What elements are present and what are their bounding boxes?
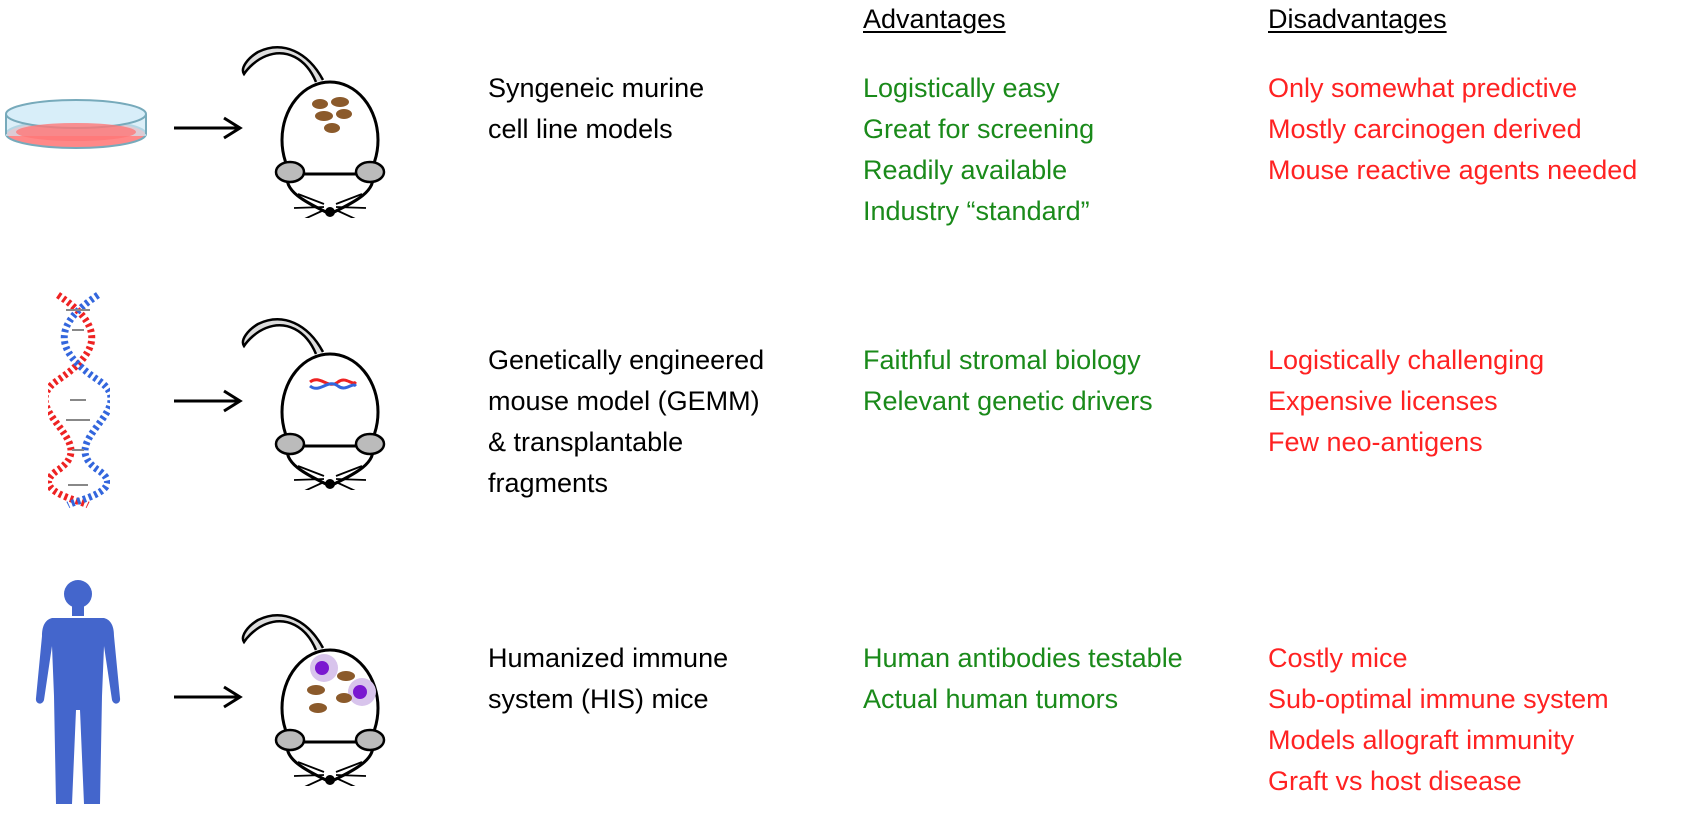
mouse-icon xyxy=(241,613,386,786)
disadvantages-list: Logistically challenging Expensive licens… xyxy=(1268,345,1545,457)
model-label: Humanized immune system (HIS) mice xyxy=(488,643,729,714)
arrow-icon xyxy=(174,116,243,140)
mouse-icon xyxy=(241,45,386,218)
model-label: Syngeneic murine cell line models xyxy=(488,73,705,144)
mouse-icon xyxy=(241,317,386,490)
human-figure-icon xyxy=(35,580,121,804)
disadvantages-list: Only somewhat predictive Mostly carcinoge… xyxy=(1268,73,1638,185)
model-label: Genetically engineered mouse model (GEMM)… xyxy=(488,345,765,498)
disadvantages-list: Costly mice Sub-optimal immune system Mode… xyxy=(1268,643,1609,796)
advantages-header: Advantages xyxy=(863,4,1006,34)
arrow-icon xyxy=(174,389,243,413)
advantages-list: Faithful stromal biology Relevant genetic… xyxy=(863,345,1153,416)
advantages-list: Human antibodies testable Actual human tu… xyxy=(863,643,1183,714)
disadvantages-header: Disadvantages xyxy=(1268,4,1447,34)
advantages-list: Logistically easy Great for screening Read… xyxy=(863,73,1095,226)
dna-helix-icon xyxy=(48,292,110,508)
petri-dish-icon xyxy=(5,99,147,149)
arrow-icon xyxy=(174,685,243,709)
